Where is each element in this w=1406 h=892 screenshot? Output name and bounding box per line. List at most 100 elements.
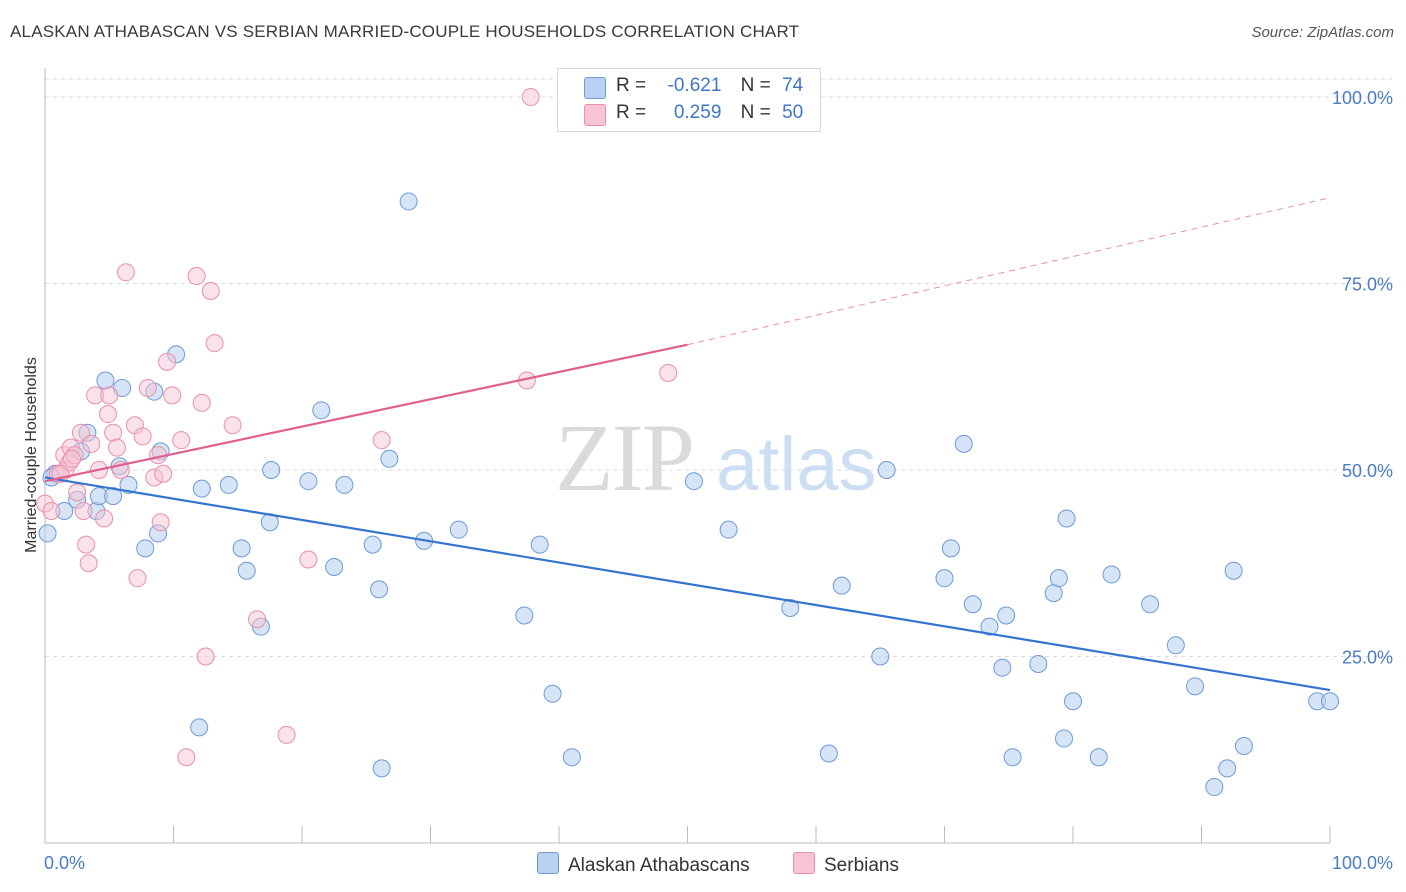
data-point-blue bbox=[136, 539, 155, 558]
data-point-blue bbox=[877, 461, 896, 479]
data-point-blue bbox=[1044, 584, 1063, 603]
data-point-pink bbox=[128, 569, 147, 588]
data-point-blue bbox=[954, 434, 973, 453]
data-point-pink bbox=[133, 427, 152, 446]
data-point-pink bbox=[158, 352, 177, 371]
data-point-blue bbox=[993, 658, 1012, 677]
axes bbox=[44, 68, 1331, 844]
data-point-blue bbox=[980, 617, 999, 636]
data-point-blue bbox=[963, 595, 982, 614]
data-point-blue bbox=[1205, 778, 1224, 797]
data-point-pink bbox=[177, 748, 196, 767]
data-point-pink bbox=[172, 431, 191, 450]
y-tick-label: 25.0% bbox=[1342, 648, 1393, 668]
data-point-pink bbox=[223, 416, 242, 435]
data-point-pink bbox=[62, 449, 81, 468]
legend-n-value: 74 bbox=[782, 75, 804, 96]
legend-n-label: N = bbox=[740, 75, 771, 96]
legend-label: Serbians bbox=[824, 855, 899, 876]
data-point-pink bbox=[277, 725, 296, 744]
data-point-pink bbox=[201, 281, 220, 300]
data-point-blue bbox=[543, 684, 562, 703]
data-point-pink bbox=[116, 263, 135, 282]
data-point-blue bbox=[190, 718, 209, 737]
data-point-pink bbox=[107, 438, 126, 457]
data-point-blue bbox=[1141, 595, 1160, 614]
data-point-blue bbox=[119, 475, 138, 494]
legend-swatch-blue bbox=[584, 77, 606, 99]
data-point-blue bbox=[237, 561, 256, 580]
data-point-blue bbox=[312, 401, 331, 420]
tick-labels: 100.0% 75.0% 50.0% 25.0% 0.0% 100.0% bbox=[44, 88, 1393, 873]
data-point-pink bbox=[79, 554, 98, 573]
data-point-pink bbox=[68, 483, 87, 502]
data-point-blue bbox=[684, 472, 703, 491]
data-point-blue bbox=[262, 461, 281, 479]
data-point-pink bbox=[192, 393, 211, 412]
data-point-blue bbox=[1321, 692, 1339, 711]
data-point-blue bbox=[219, 475, 238, 494]
data-point-blue bbox=[935, 569, 954, 588]
data-point-blue bbox=[819, 744, 838, 763]
data-point-blue bbox=[1186, 677, 1205, 696]
data-point-pink bbox=[299, 550, 318, 569]
data-point-blue bbox=[370, 580, 389, 599]
legend-r-value: 0.259 bbox=[668, 102, 722, 123]
data-point-pink bbox=[95, 509, 114, 528]
legend-item-serbians[interactable]: Serbians bbox=[793, 852, 899, 877]
legend-swatch-pink bbox=[793, 852, 815, 874]
trend-line-pink bbox=[44, 343, 688, 483]
data-point-blue bbox=[325, 557, 344, 576]
legend-n-label: N = bbox=[740, 102, 771, 123]
data-point-pink bbox=[372, 431, 391, 450]
data-point-blue bbox=[1064, 692, 1082, 711]
data-point-blue bbox=[781, 599, 800, 618]
data-point-blue bbox=[335, 475, 354, 494]
legend-label: Alaskan Athabascans bbox=[568, 855, 750, 876]
data-point-pink bbox=[42, 502, 61, 521]
data-point-blue bbox=[871, 647, 890, 666]
data-point-pink bbox=[163, 386, 182, 405]
data-point-blue bbox=[941, 539, 960, 558]
data-point-blue bbox=[1029, 654, 1048, 673]
legend-swatch-pink bbox=[584, 104, 606, 126]
data-point-blue bbox=[1055, 729, 1074, 748]
data-point-blue bbox=[380, 449, 399, 468]
data-point-pink bbox=[100, 386, 119, 405]
data-point-pink bbox=[151, 513, 170, 532]
data-point-pink bbox=[82, 434, 101, 453]
data-point-blue bbox=[399, 192, 418, 211]
data-point-blue bbox=[104, 487, 123, 506]
data-point-pink bbox=[205, 334, 224, 353]
data-point-blue bbox=[1049, 569, 1068, 588]
data-point-blue bbox=[372, 759, 391, 778]
data-point-blue bbox=[38, 524, 57, 543]
data-point-pink bbox=[77, 535, 96, 554]
watermark: ZIP atlas bbox=[555, 404, 877, 511]
data-point-pink bbox=[71, 423, 90, 442]
y-tick-label: 50.0% bbox=[1342, 461, 1393, 481]
legend-swatch-blue bbox=[537, 852, 559, 874]
data-point-blue bbox=[1234, 737, 1253, 756]
data-point-blue bbox=[1218, 759, 1237, 778]
x-tick-label: 100.0% bbox=[1332, 853, 1393, 873]
data-point-pink bbox=[521, 88, 540, 106]
data-point-blue bbox=[192, 479, 211, 498]
x-tick-label: 0.0% bbox=[44, 853, 85, 873]
data-point-blue bbox=[96, 371, 115, 390]
trend-line-blue bbox=[44, 476, 1331, 692]
legend-r-label: R = bbox=[616, 75, 647, 96]
data-point-pink bbox=[187, 267, 206, 286]
data-point-blue bbox=[1102, 565, 1121, 584]
watermark-atlas: atlas bbox=[716, 422, 877, 507]
data-point-pink bbox=[98, 405, 117, 424]
legend-r-label: R = bbox=[616, 102, 647, 123]
legend-item-alaskan-athabascans[interactable]: Alaskan Athabascans bbox=[537, 852, 750, 877]
data-point-pink bbox=[138, 378, 157, 397]
data-point-blue bbox=[232, 539, 251, 558]
data-point-blue bbox=[1003, 748, 1022, 767]
data-point-blue bbox=[1057, 509, 1076, 528]
data-point-blue bbox=[1224, 561, 1243, 580]
stats-legend: R = -0.621 N = 74 R = 0.259 N = 50 bbox=[557, 68, 821, 132]
